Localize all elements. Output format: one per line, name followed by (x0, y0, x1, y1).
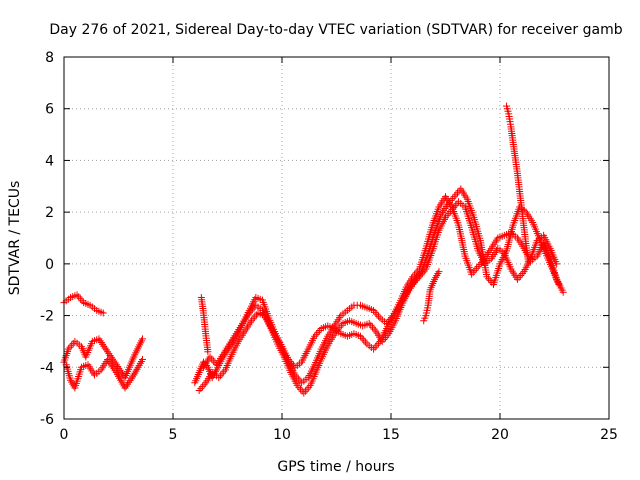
data-point (76, 295, 84, 303)
data-point (524, 257, 532, 265)
data-point (555, 281, 563, 289)
data-point (300, 389, 308, 397)
y-tick-label: 0 (45, 257, 54, 273)
data-point (553, 260, 561, 268)
data-point (138, 335, 146, 343)
data-point (216, 372, 224, 380)
plot-frame (63, 56, 610, 420)
data-point (361, 338, 369, 346)
data-point (252, 311, 260, 319)
chart-title: Day 276 of 2021, Sidereal Day-to-day VTE… (49, 22, 622, 38)
data-point (367, 321, 375, 329)
y-tick-label: -2 (40, 309, 54, 325)
data-point (473, 264, 481, 272)
y-tick-label: 4 (45, 153, 54, 169)
data-point (452, 191, 460, 199)
x-tick-label: 5 (169, 427, 178, 443)
y-tick-label: -4 (40, 360, 54, 376)
y-tick-label: 2 (45, 205, 54, 221)
data-point (435, 268, 443, 276)
x-axis-label: GPS time / hours (277, 459, 394, 475)
x-tick-label: 15 (382, 427, 400, 443)
y-tick-label: 6 (45, 102, 54, 118)
data-point (303, 385, 311, 393)
y-tick-label: -6 (40, 412, 54, 428)
data-point (251, 313, 259, 321)
data-point (204, 348, 212, 356)
data-point (314, 328, 322, 336)
data-point (297, 385, 305, 393)
data-point (138, 356, 146, 364)
data-point (75, 293, 83, 301)
x-tick-label: 0 (60, 427, 69, 443)
data-point (198, 383, 206, 391)
data-point (374, 312, 382, 320)
data-point (371, 343, 379, 351)
data-point (99, 309, 107, 317)
data-point (450, 193, 458, 201)
data-point (360, 336, 368, 344)
x-tick-label: 20 (491, 427, 509, 443)
data-point (517, 271, 525, 279)
data-point (197, 385, 205, 393)
data-point (301, 387, 309, 395)
data-point (373, 310, 381, 318)
data-point (195, 387, 203, 395)
data-points (60, 102, 567, 397)
x-tick-label: 10 (273, 427, 291, 443)
grid (64, 57, 609, 419)
y-axis-label: SDTVAR / TECUs (7, 181, 23, 296)
data-point (368, 323, 376, 331)
axis-ticks: 0 5 10 15 20 25 -6 -4 -2 0 2 4 6 8 (40, 50, 618, 443)
y-tick-label: 8 (45, 50, 54, 66)
data-point (559, 288, 567, 296)
x-tick-label: 25 (600, 427, 618, 443)
data-point (486, 277, 494, 285)
